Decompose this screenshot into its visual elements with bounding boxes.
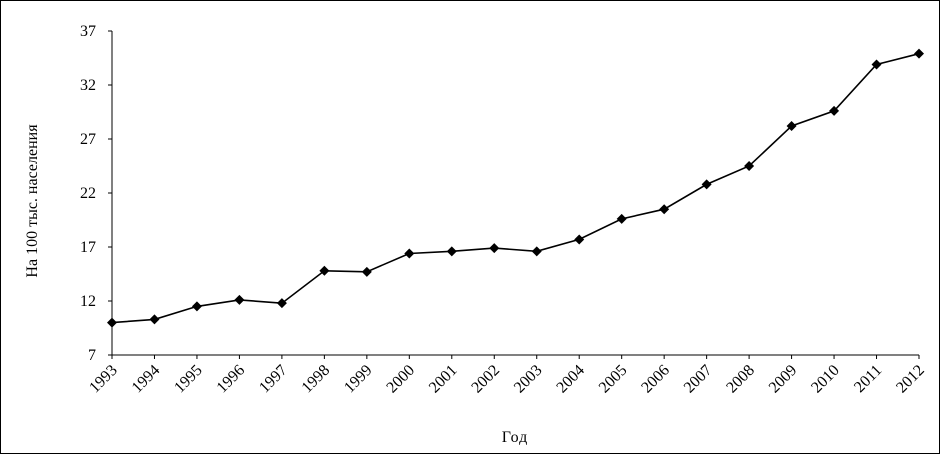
data-point-marker (829, 105, 840, 116)
x-tick-label: 1999 (341, 362, 376, 397)
data-point-marker (701, 179, 712, 190)
x-tick-label: 2006 (638, 362, 673, 397)
data-point-marker (107, 317, 117, 328)
data-point-marker (446, 246, 457, 257)
series-line (111, 52, 920, 324)
data-point-marker (744, 161, 755, 171)
data-point-marker (659, 204, 670, 215)
x-tick-label: 2009 (766, 362, 801, 397)
x-axis-title: Год (502, 429, 529, 446)
data-point-marker (191, 301, 202, 312)
x-tick-label: 2002 (468, 362, 503, 397)
x-tick-label: 2004 (553, 362, 588, 397)
data-point-marker (914, 48, 924, 59)
x-tick-label: 2000 (383, 362, 418, 397)
y-tick-label: 22 (80, 185, 96, 202)
data-point-marker (616, 213, 627, 224)
data-point-marker (786, 121, 797, 132)
data-point-marker (319, 265, 330, 276)
y-tick-label: 12 (80, 293, 96, 310)
data-point-marker (149, 314, 160, 325)
x-tick-label: 2001 (426, 362, 461, 397)
y-tick-label: 37 (80, 23, 96, 40)
x-tick-label: 1995 (171, 362, 206, 397)
y-tick-label: 27 (80, 131, 96, 148)
x-axis: 1993 1994 1995 1996 1997 1998 1999 2000 2001 2002… (86, 354, 928, 397)
y-axis-title: На 100 тыс. населения (24, 124, 41, 278)
x-tick-label: 2005 (596, 362, 631, 397)
x-tick-label: 2008 (723, 362, 758, 397)
x-tick-label: 2010 (808, 362, 843, 397)
y-axis: 7 12 17 22 27 32 37 (80, 23, 113, 364)
x-tick-label: 1996 (214, 362, 249, 397)
x-tick-label: 2012 (893, 362, 928, 397)
series-layer (107, 48, 924, 328)
x-tick-label: 2011 (851, 362, 885, 396)
x-tick-label: 1994 (129, 362, 164, 397)
x-tick-label: 2003 (511, 362, 546, 397)
y-tick-label: 7 (88, 347, 96, 364)
data-point-marker (234, 294, 245, 305)
y-tick-label: 17 (80, 239, 96, 256)
data-point-marker (276, 298, 287, 309)
data-point-marker (404, 248, 415, 259)
data-point-marker (489, 243, 500, 254)
x-tick-label: 1993 (86, 362, 121, 397)
x-tick-label: 1997 (256, 362, 291, 397)
x-tick-label: 2007 (681, 362, 716, 397)
data-point-marker (574, 234, 585, 245)
data-point-marker (531, 246, 542, 257)
x-tick-label: 1998 (299, 362, 334, 397)
data-point-marker (361, 266, 372, 277)
y-tick-label: 32 (80, 77, 96, 94)
data-point-marker (871, 59, 882, 70)
